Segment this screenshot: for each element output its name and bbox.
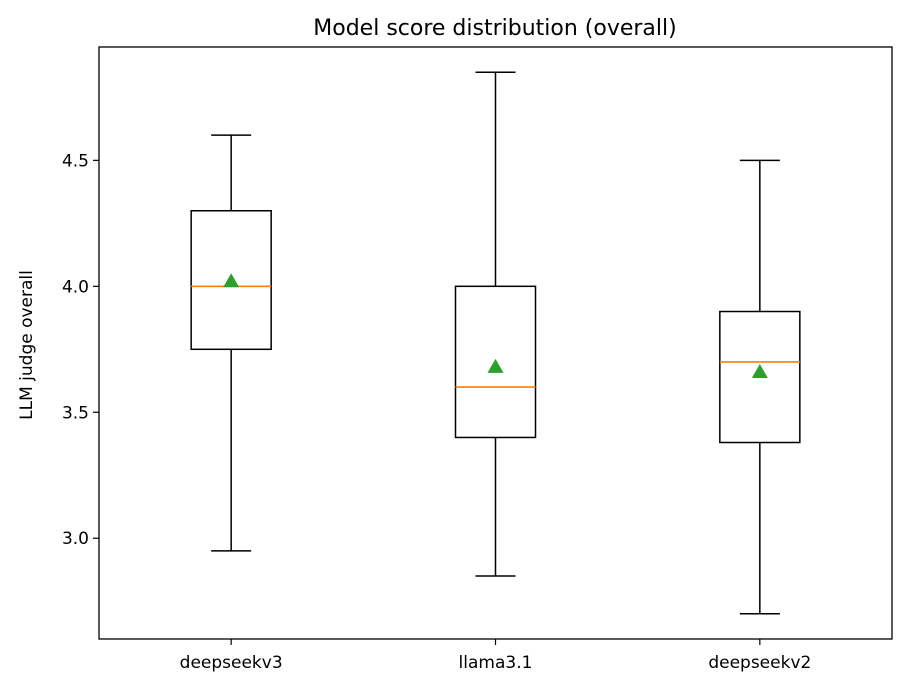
y-tick-label: 3.5	[62, 403, 89, 423]
x-tick-label: llama3.1	[459, 653, 533, 673]
x-tick-label: deepseekv2	[708, 653, 811, 673]
box-group-deepseekv2	[719, 159, 801, 615]
y-axis-label: LLM judge overall	[17, 270, 37, 420]
iqr-box	[719, 310, 801, 444]
box-group-deepseekv3	[190, 134, 272, 552]
y-tick-label: 4.0	[62, 277, 89, 297]
box-group-llama3-1	[454, 71, 537, 577]
y-tick-label: 3.0	[62, 529, 89, 549]
x-tick-label: deepseekv3	[180, 653, 283, 673]
mean-marker	[223, 273, 240, 288]
mean-marker	[487, 358, 504, 373]
iqr-box	[190, 209, 272, 351]
y-tick-label: 4.5	[62, 151, 89, 171]
chart-title: Model score distribution (overall)	[313, 16, 676, 41]
mean-marker	[751, 363, 768, 378]
iqr-box	[454, 285, 537, 439]
plot-area: 3.0 3.5 4.0 4.5 deepseekv3 llama3.1 deepseekv2	[62, 46, 893, 673]
